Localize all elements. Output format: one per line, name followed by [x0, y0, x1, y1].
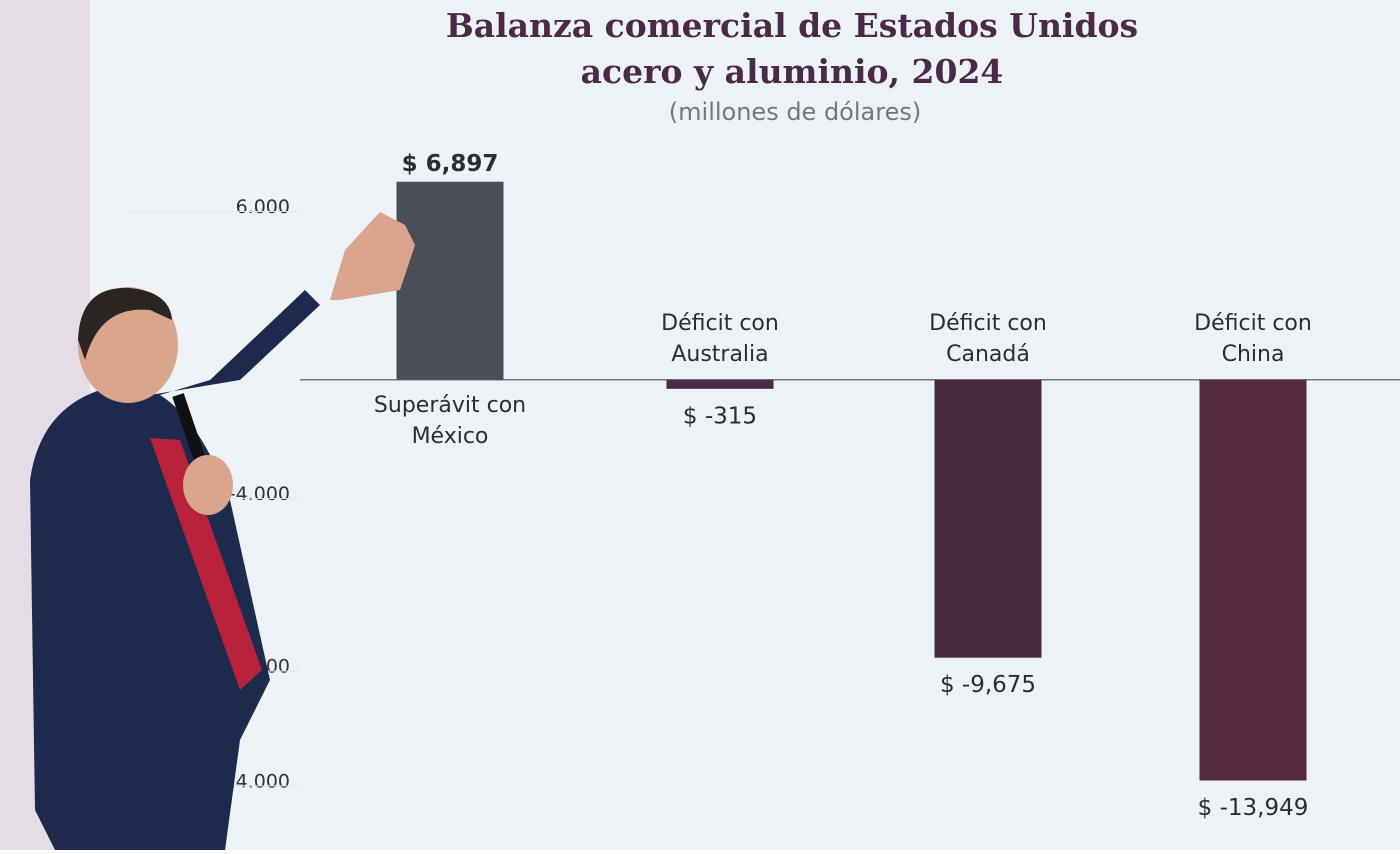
chart-title: Balanza comercial de Estados Unidos [446, 6, 1138, 45]
category-label: Déficit con China [1194, 311, 1312, 367]
hair [78, 287, 172, 360]
category-label: Déficit con Canadá [929, 311, 1047, 367]
suit [30, 290, 320, 850]
unit-note: (millones de dólares) [669, 98, 921, 126]
tie [150, 438, 262, 690]
bar [934, 379, 1042, 658]
bar [666, 379, 774, 389]
value-label: $ -315 [683, 403, 757, 429]
value-label: $ -9,675 [940, 672, 1036, 698]
y-tick-label: 6.000 [236, 196, 290, 218]
category-label: Déficit con Australia [661, 311, 779, 367]
chart-subtitle: acero y aluminio, 2024 [581, 52, 1004, 91]
microphone [172, 393, 206, 462]
y-tick-label: -4.000 [229, 483, 290, 505]
hand-mic [183, 455, 233, 515]
screen [90, 0, 1400, 850]
value-label: $ -13,949 [1198, 795, 1309, 821]
hand [330, 212, 415, 300]
bar [1199, 379, 1307, 781]
value-label: $ 6,897 [402, 151, 499, 177]
bar [396, 181, 504, 380]
speaker [30, 212, 415, 850]
category-label: Superávit con México [374, 393, 526, 449]
